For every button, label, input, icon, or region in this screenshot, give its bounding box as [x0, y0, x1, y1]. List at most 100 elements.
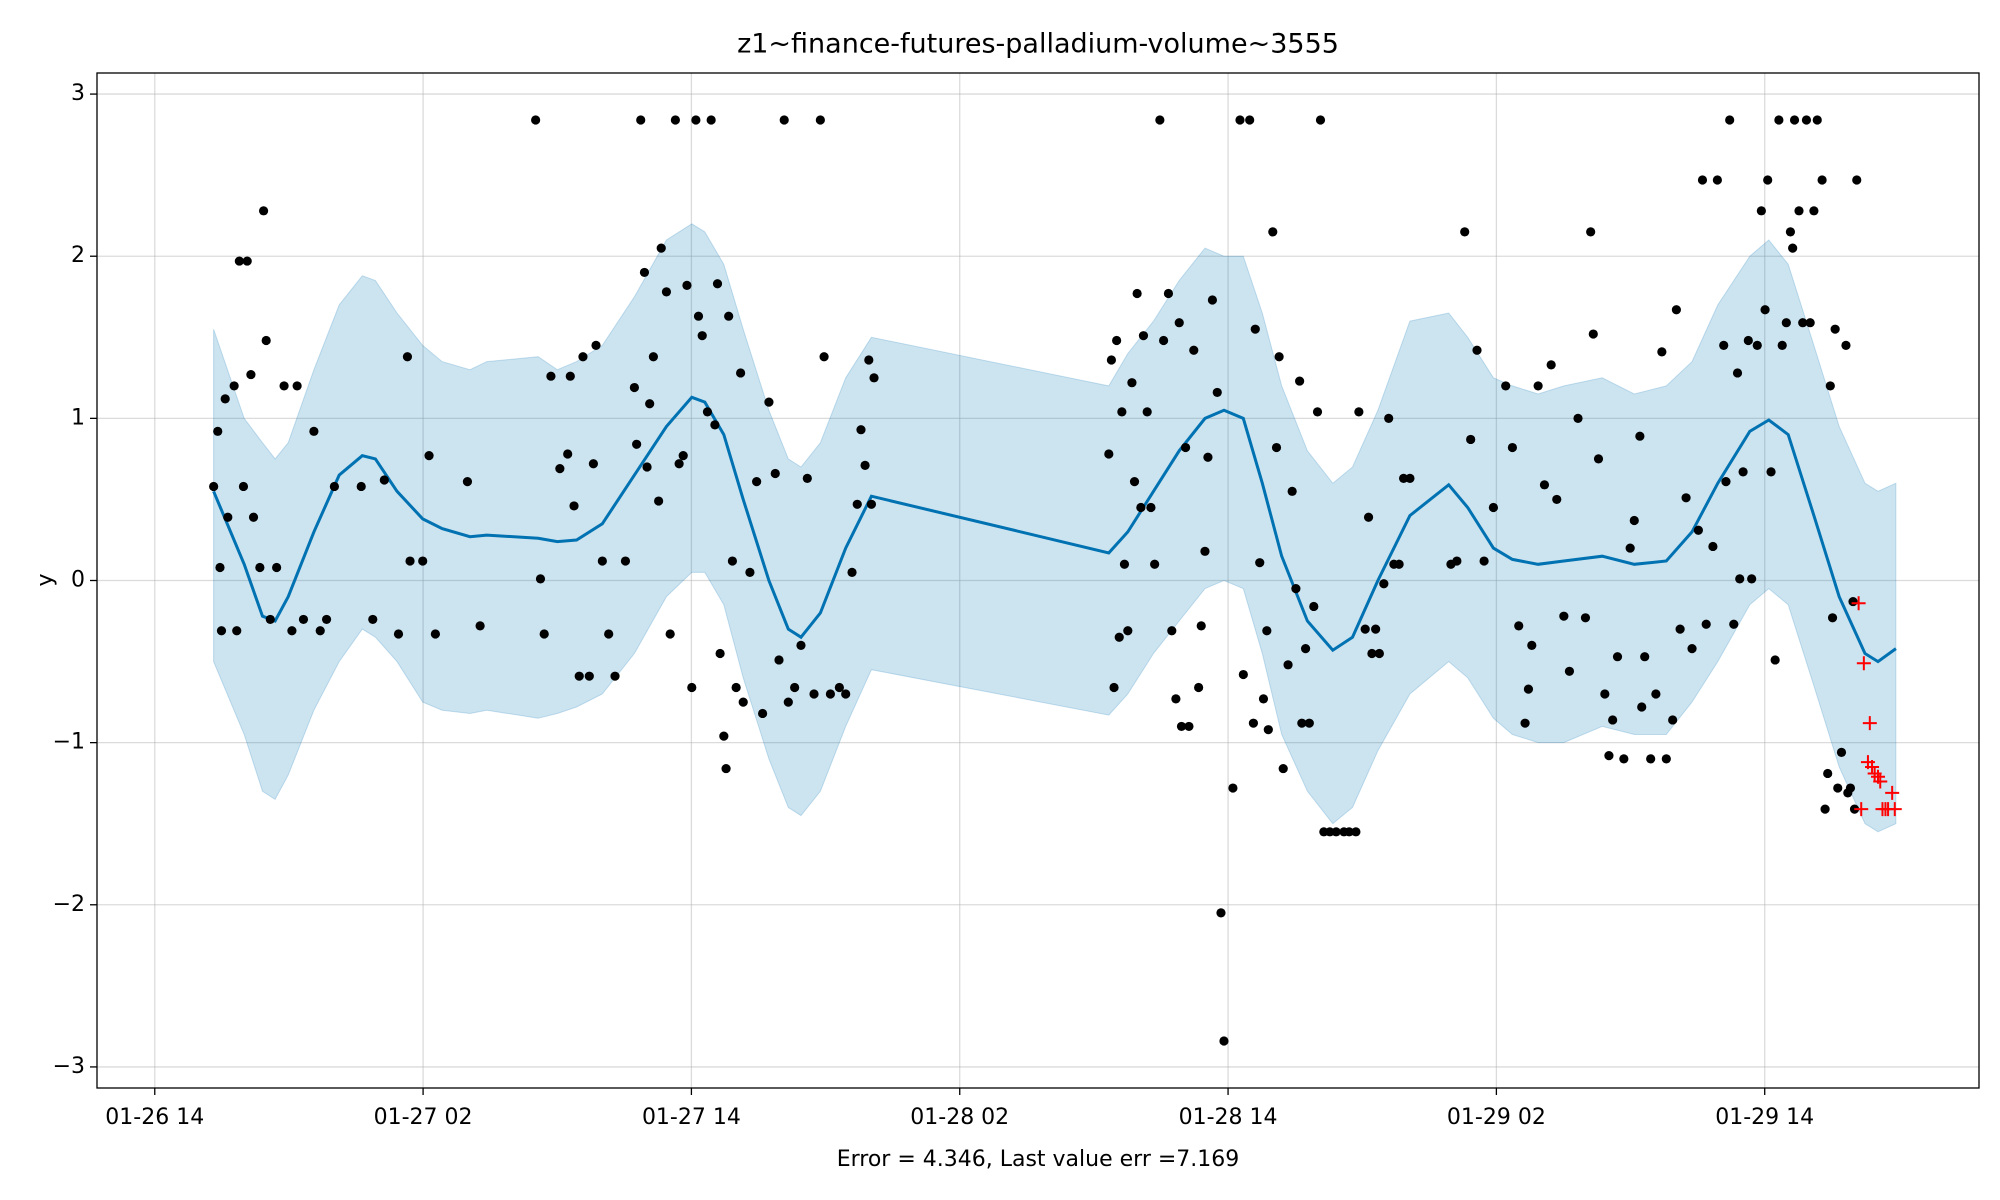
data-point	[1661, 754, 1671, 764]
data-point	[405, 556, 415, 566]
data-point	[1354, 407, 1364, 417]
data-point	[629, 382, 639, 393]
data-point	[809, 689, 819, 699]
data-point	[1312, 407, 1323, 417]
data-point	[1106, 355, 1117, 365]
data-point	[1608, 715, 1618, 725]
data-point	[1735, 574, 1745, 584]
data-point	[656, 243, 666, 253]
data-point	[1520, 718, 1530, 728]
data-point	[255, 562, 265, 573]
data-point	[604, 629, 614, 639]
data-point	[574, 671, 584, 681]
data-point	[424, 451, 434, 461]
data-point	[298, 614, 309, 625]
data-point	[1693, 525, 1703, 535]
data-point	[1344, 827, 1354, 837]
data-point	[379, 475, 389, 485]
data-point	[1681, 493, 1691, 503]
data-point	[856, 425, 866, 435]
data-point	[642, 462, 652, 472]
data-point	[1817, 175, 1827, 185]
data-point	[764, 397, 774, 407]
data-point	[1523, 684, 1534, 694]
data-point	[475, 621, 485, 631]
data-point	[1119, 559, 1130, 569]
data-point	[1820, 804, 1830, 814]
data-point	[1833, 783, 1843, 793]
marker-plus	[1887, 802, 1902, 817]
data-point	[588, 459, 599, 469]
data-point	[569, 501, 579, 511]
data-point	[1250, 324, 1260, 334]
data-point	[1488, 502, 1499, 513]
data-point	[1384, 413, 1394, 423]
data-point	[1300, 643, 1311, 654]
data-point	[1297, 718, 1307, 728]
y-tick-label: 1	[71, 405, 85, 430]
data-point	[752, 476, 762, 487]
data-point	[1167, 626, 1177, 636]
data-point	[682, 280, 692, 291]
data-point	[462, 476, 473, 487]
data-point	[1788, 243, 1798, 253]
data-point	[1278, 763, 1288, 774]
data-point	[213, 426, 223, 436]
data-point	[1774, 115, 1784, 125]
data-point	[678, 451, 688, 461]
data-point	[687, 682, 697, 693]
data-point	[697, 331, 707, 341]
data-point	[1752, 340, 1762, 350]
data-point	[1367, 648, 1377, 659]
data-point	[309, 426, 319, 436]
data-point	[430, 629, 440, 639]
data-point	[1697, 175, 1708, 185]
data-point	[1671, 305, 1681, 315]
data-point	[757, 708, 768, 719]
data-point	[719, 731, 729, 741]
data-point	[1760, 305, 1770, 315]
data-point	[815, 115, 825, 125]
data-point	[1142, 407, 1152, 417]
data-point	[654, 496, 664, 506]
data-point	[1189, 345, 1199, 355]
data-point	[591, 340, 601, 350]
data-point	[1129, 476, 1140, 487]
data-point	[1823, 768, 1833, 779]
data-point	[1158, 335, 1169, 346]
data-point	[1171, 694, 1181, 704]
data-point	[1789, 115, 1800, 125]
data-point	[770, 468, 780, 479]
data-point	[1112, 335, 1122, 346]
data-point	[1546, 360, 1556, 370]
data-point	[229, 381, 239, 391]
data-point	[1564, 666, 1575, 676]
marker-plus	[1856, 656, 1871, 671]
data-point	[1580, 613, 1591, 623]
data-point	[1150, 559, 1160, 569]
data-point	[1258, 694, 1269, 704]
data-point	[555, 464, 565, 474]
data-point	[866, 499, 877, 509]
data-point	[232, 626, 242, 636]
data-point	[402, 352, 413, 362]
data-point	[535, 574, 546, 584]
data-point	[736, 368, 746, 378]
data-point	[584, 671, 594, 681]
data-point	[315, 626, 325, 636]
data-point	[1852, 175, 1862, 185]
data-point	[1325, 827, 1335, 837]
data-point	[1809, 206, 1819, 216]
data-point	[1295, 376, 1305, 386]
data-point	[1207, 295, 1218, 305]
data-point	[1651, 689, 1661, 699]
data-point	[1827, 613, 1838, 623]
data-point	[1262, 626, 1272, 636]
data-point	[1612, 652, 1623, 662]
data-point	[1136, 502, 1146, 513]
data-point	[418, 556, 428, 566]
data-point	[661, 287, 672, 297]
data-point	[1777, 340, 1787, 350]
data-point	[1274, 352, 1284, 362]
marker-plus	[1865, 759, 1880, 774]
